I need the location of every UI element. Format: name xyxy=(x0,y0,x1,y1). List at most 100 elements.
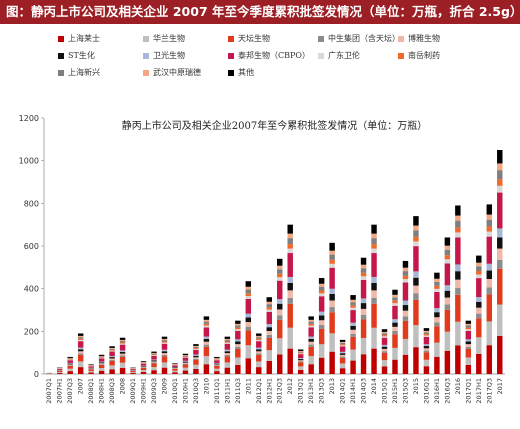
bar-segment xyxy=(497,259,503,269)
bar-segment xyxy=(434,322,440,327)
bar-segment xyxy=(245,293,252,297)
x-tick-label: 2008 xyxy=(119,378,127,395)
bar-segment xyxy=(214,360,220,363)
bar-segment xyxy=(423,330,430,333)
bar-segment xyxy=(182,356,189,357)
bar-segment xyxy=(266,301,272,305)
bar-segment xyxy=(476,262,482,267)
bar-segment xyxy=(109,357,115,359)
bar-segment xyxy=(444,249,451,256)
bar-segment xyxy=(235,344,241,347)
bar-segment xyxy=(308,323,314,326)
bar-segment xyxy=(256,367,262,374)
bar-segment xyxy=(308,327,314,337)
bar-segment xyxy=(182,362,189,364)
bar-segment xyxy=(402,310,409,317)
bar-segment xyxy=(77,361,84,368)
bar-segment xyxy=(339,357,346,364)
bar-segment xyxy=(67,359,73,361)
bar-segment xyxy=(287,327,293,349)
bar-segment xyxy=(318,328,325,345)
bar-segment xyxy=(98,363,105,365)
bar-segment xyxy=(339,368,346,374)
bar-segment xyxy=(465,357,472,365)
bar-segment xyxy=(277,277,283,281)
bar-segment xyxy=(339,363,346,369)
bar-segment xyxy=(88,364,94,365)
x-tick-label: 2012Q1 xyxy=(255,378,263,404)
bar-segment xyxy=(329,267,335,289)
bar-segment xyxy=(98,368,105,371)
bar-segment xyxy=(297,358,304,360)
bar-segment xyxy=(486,214,493,220)
bar-segment xyxy=(277,315,283,320)
bar-segment xyxy=(224,353,231,355)
bar-segment xyxy=(308,364,314,374)
bar-segment xyxy=(256,361,262,368)
bar-segment xyxy=(287,290,293,298)
bar-segment xyxy=(277,319,283,339)
bar-segment xyxy=(402,305,409,311)
bar-segment xyxy=(287,303,293,328)
x-tick-label: 2011 xyxy=(244,378,252,395)
bar-segment xyxy=(423,332,430,335)
bar-segment xyxy=(151,363,157,368)
bar-segment xyxy=(119,342,126,344)
bar-segment xyxy=(297,361,304,363)
bar-segment xyxy=(151,361,157,363)
bar-segment xyxy=(476,301,482,308)
bar-segment xyxy=(476,270,482,275)
bar-segment xyxy=(224,367,231,374)
bar-segment xyxy=(277,265,283,270)
bar-segment xyxy=(98,370,105,374)
bar-segment xyxy=(497,335,503,374)
x-tick-label: 2017Q3 xyxy=(485,378,493,404)
bar-segment xyxy=(235,357,241,365)
legend-label: 武汉中原瑞德 xyxy=(153,68,201,77)
bar-segment xyxy=(235,329,241,331)
x-tick-label: 2011H1 xyxy=(223,378,231,404)
bar-segment xyxy=(392,319,398,323)
bar-segment xyxy=(339,345,346,347)
x-tick-label: 2017 xyxy=(496,378,504,395)
bar-segment xyxy=(392,289,398,295)
bar-segment xyxy=(497,268,503,305)
bar-segment xyxy=(235,339,241,342)
bar-segment xyxy=(476,318,482,338)
bar-segment xyxy=(434,312,440,318)
y-tick-label: 600 xyxy=(24,242,39,251)
bar-segment xyxy=(444,297,451,305)
x-tick-label: 2013Q1 xyxy=(297,378,305,404)
bar-segment xyxy=(277,280,283,300)
bar-segment xyxy=(182,357,189,361)
bar-segment xyxy=(455,205,461,216)
bar-segment xyxy=(423,336,430,345)
bar-segment xyxy=(287,233,293,239)
bar-segment xyxy=(119,367,126,374)
bar-segment xyxy=(151,367,157,371)
bar-segment xyxy=(193,355,199,358)
bar-segment xyxy=(455,220,461,228)
bar-segment xyxy=(318,286,325,291)
bar-segment xyxy=(109,350,115,352)
bar-segment xyxy=(182,353,189,355)
legend-label: 上海莱士 xyxy=(68,34,100,43)
x-tick-label: 2009Q1 xyxy=(129,378,137,404)
bar-segment xyxy=(392,303,398,306)
bar-segment xyxy=(360,314,367,320)
bar-segment xyxy=(182,360,189,362)
bar-segment xyxy=(203,356,210,365)
bar-segment xyxy=(434,356,440,374)
legend-swatch xyxy=(58,70,64,76)
legend-item: 上海莱士 xyxy=(58,34,100,46)
bar-segment xyxy=(402,282,409,301)
bar-segment xyxy=(486,287,493,295)
legend-label: ST生化 xyxy=(68,51,95,60)
bar-segment xyxy=(339,344,346,346)
bar-segment xyxy=(350,307,356,311)
bar-segment xyxy=(193,344,199,346)
bar-segment xyxy=(151,353,157,355)
bar-segment xyxy=(434,326,440,343)
bar-segment xyxy=(235,325,241,328)
bar-segment xyxy=(266,304,272,308)
